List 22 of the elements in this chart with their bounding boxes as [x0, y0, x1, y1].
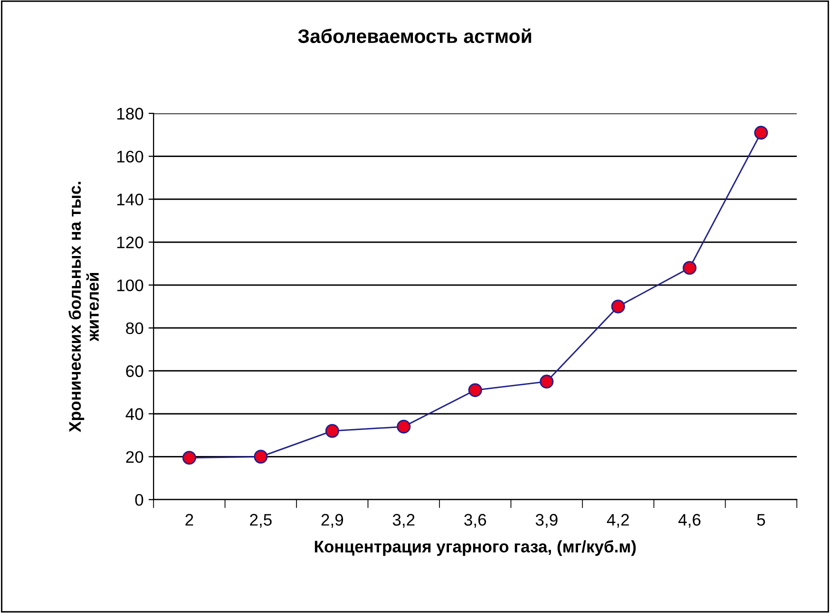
y-tick-label: 60: [126, 365, 144, 378]
y-tick-label: 80: [126, 322, 144, 334]
y-tick-label: 40: [126, 408, 144, 420]
x-tick-label: 3,9: [536, 514, 558, 528]
y-tick-label: 160: [117, 150, 144, 163]
chart-title: Заболеваемость астмой: [298, 28, 532, 44]
y-tick-label: 120: [117, 236, 144, 248]
y-axis-title: Хронических больных на тыс. жителей: [68, 182, 99, 432]
y-tick-label: 0: [135, 494, 144, 506]
x-axis-title: Концентрация угарного газа, (мг/куб.м): [314, 540, 636, 556]
y-tick-label: 100: [117, 279, 144, 292]
x-tick-label: 3,2: [392, 514, 414, 528]
x-tick-label: 4,2: [606, 514, 629, 528]
y-tick-label: 180: [117, 108, 144, 120]
y-tick-label: 140: [117, 194, 144, 206]
x-tick-label: 4,6: [678, 514, 700, 528]
x-tick-label: 2: [185, 514, 194, 526]
x-tick-label: 2,9: [321, 514, 344, 528]
y-tick-label: 20: [126, 451, 144, 463]
x-tick-label: 5: [757, 514, 765, 526]
x-tick-label: 3,6: [464, 514, 486, 528]
x-tick-label: 2,5: [250, 514, 272, 528]
